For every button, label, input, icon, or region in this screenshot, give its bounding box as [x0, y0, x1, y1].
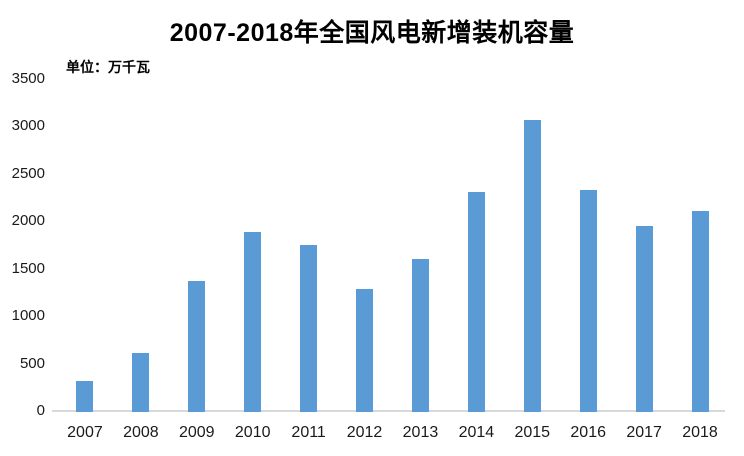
y-tick-label: 0: [36, 402, 45, 419]
y-tick-label: 2500: [11, 164, 45, 182]
bar-2007: [76, 381, 94, 412]
x-tick-label: 2014: [458, 424, 495, 441]
x-tick-label: 2018: [682, 424, 718, 441]
bar-2008: [132, 353, 150, 412]
x-tick-label: 2017: [626, 424, 662, 441]
y-tick-label: 3500: [11, 70, 45, 87]
unit-label: 单位：万千瓦: [66, 59, 150, 75]
bar-2015: [523, 120, 541, 412]
chart-title: 2007-2018年全国风电新增装机容量: [169, 19, 575, 47]
bar-2011: [300, 245, 318, 412]
x-tick-label: 2016: [570, 424, 606, 441]
x-tick-label: 2011: [291, 424, 326, 441]
x-tick-label: 2012: [346, 424, 383, 441]
bar-2009: [188, 281, 206, 412]
x-tick-label: 2010: [234, 424, 271, 441]
x-tick-label: 2007: [67, 424, 103, 441]
bar-2012: [356, 289, 374, 412]
x-axis-line: [52, 410, 725, 412]
y-tick-label: 3000: [11, 117, 45, 135]
bar-2017: [635, 226, 653, 412]
bar-2010: [244, 232, 262, 412]
x-tick-label: 2015: [514, 424, 551, 441]
bar-2018: [691, 211, 709, 412]
y-tick-label: 1500: [11, 259, 45, 277]
bar-2016: [579, 190, 597, 412]
x-tick-label: 2009: [178, 424, 215, 441]
y-tick-label: 2000: [11, 212, 45, 230]
bar-2013: [411, 259, 429, 412]
y-tick-label: 1000: [11, 307, 45, 325]
x-tick-label: 2013: [402, 424, 439, 441]
y-tick-label: 500: [19, 354, 45, 372]
x-tick-label: 2008: [123, 424, 159, 441]
bar-2014: [467, 192, 485, 412]
